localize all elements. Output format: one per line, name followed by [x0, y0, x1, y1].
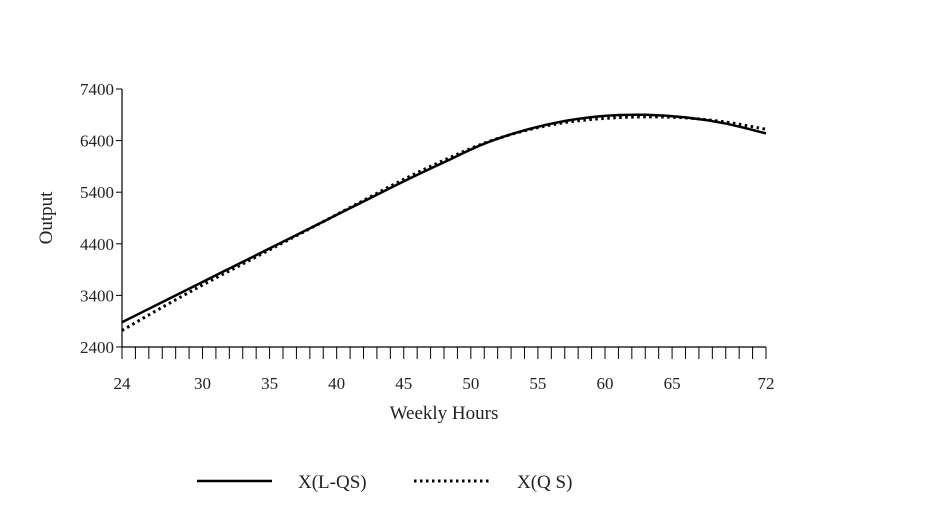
- x-tick-label: 45: [395, 374, 412, 393]
- x-tick-label: 30: [194, 374, 211, 393]
- y-tick-label: 3400: [80, 286, 114, 305]
- x-tick-label: 55: [529, 374, 546, 393]
- y-tick-label: 5400: [80, 183, 114, 202]
- x-tick-label: 40: [328, 374, 345, 393]
- x-tick-label: 65: [664, 374, 681, 393]
- y-tick-label: 7400: [80, 80, 114, 99]
- x-tick-label: 35: [261, 374, 278, 393]
- x-tick-label: 50: [462, 374, 479, 393]
- y-tick-label: 6400: [80, 132, 114, 151]
- series-line-1: [121, 113, 767, 324]
- x-axis: 24 30 35 40 45 50 55 60 65 72: [114, 346, 775, 393]
- legend-label-1: X(L-QS): [298, 472, 367, 493]
- series-line-2: [121, 115, 767, 332]
- y-tick-label: 4400: [80, 235, 114, 254]
- y-axis: 2400 3400 4400 5400 6400 7400: [80, 80, 123, 357]
- x-tick-label: 60: [597, 374, 614, 393]
- y-axis-title: Output: [36, 191, 57, 245]
- series-layer: [121, 113, 767, 332]
- legend: X(L-QS) X(Q S): [197, 472, 572, 493]
- y-tick-label: 2400: [80, 338, 114, 357]
- legend-label-2: X(Q S): [517, 472, 572, 493]
- x-tick-label: 72: [758, 374, 775, 393]
- x-tick-label: 24: [114, 374, 132, 393]
- x-axis-title: Weekly Hours: [390, 403, 499, 424]
